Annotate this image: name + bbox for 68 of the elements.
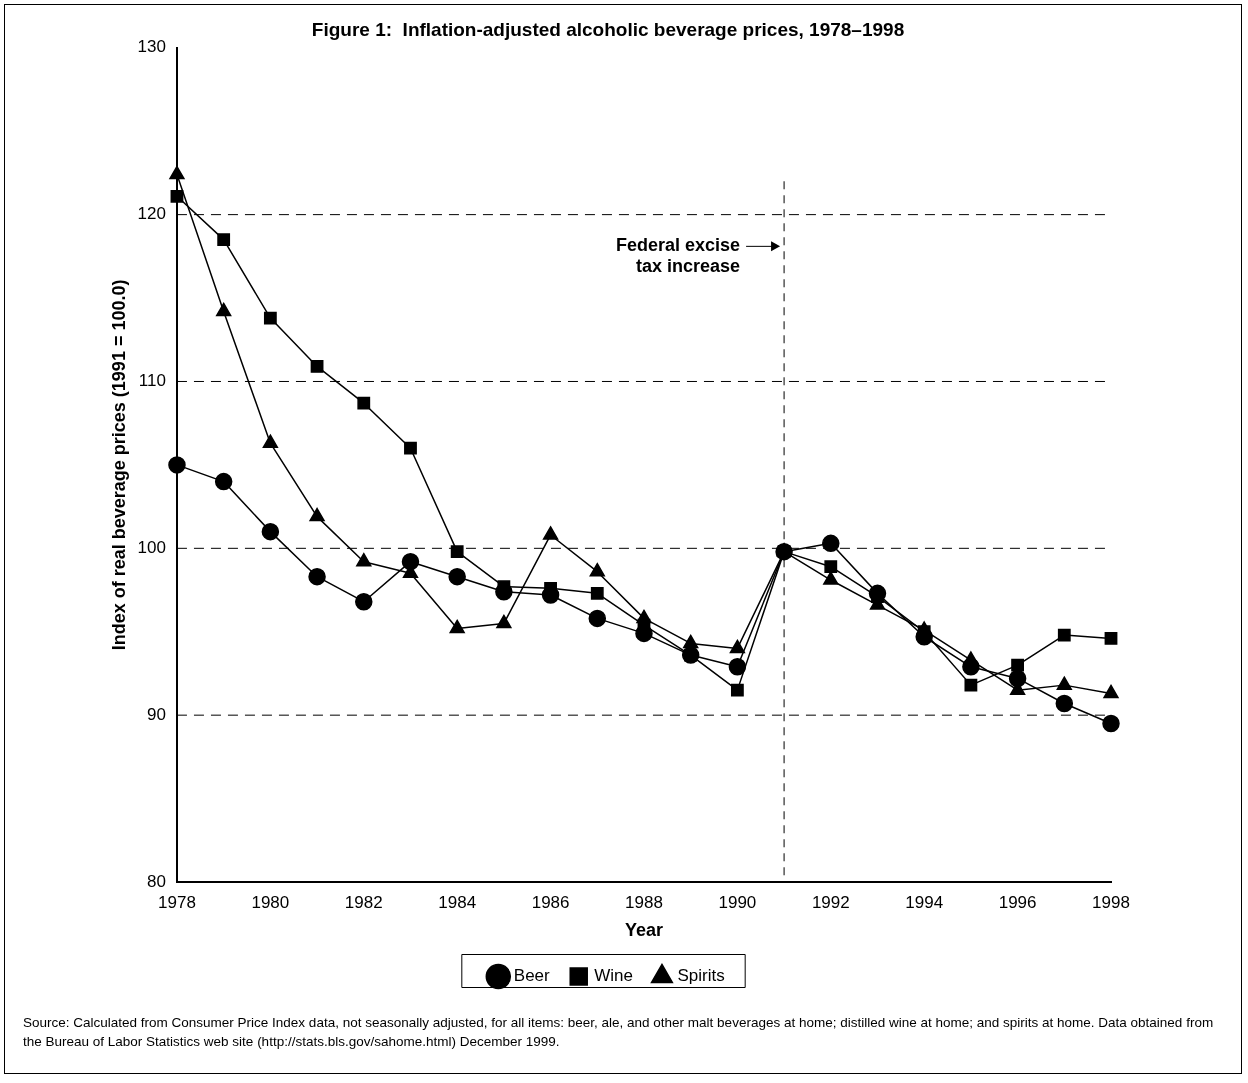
point [356,552,372,567]
point [1055,694,1074,713]
point [728,658,747,676]
y-tick-label: 130 [137,37,166,57]
point [309,507,325,522]
point [169,165,185,180]
y-axis-title: Index of real beverage prices (1991 = 100.0) [108,279,129,651]
point [729,639,746,654]
point [355,592,373,611]
point [962,658,980,676]
point [588,609,607,628]
point [404,441,417,455]
point [1103,684,1119,699]
point [1008,669,1027,688]
point [170,189,184,203]
x-axis-title: Year [624,920,664,941]
point [308,567,326,586]
chart-title: Figure 1: Inflation-adjusted alcoholic beverage prices, 1978–1998 [311,18,905,40]
y-tick-label: 120 [137,204,166,224]
point [217,233,231,247]
point [1102,714,1120,733]
point [1011,658,1024,672]
point [310,360,324,373]
point [214,472,233,491]
point [496,614,512,629]
point [168,456,186,474]
y-tick-label: 80 [147,871,166,891]
y-tick-label: 90 [147,704,166,724]
y-tick-label: 100 [137,538,166,558]
point [449,619,465,634]
point [263,311,277,325]
point [261,522,280,541]
x-tick-label: 1994 [905,892,944,912]
legend-label: Spirits [677,966,725,986]
point [683,634,699,649]
point [542,526,559,540]
legend-label: Beer [513,966,551,986]
point [589,562,605,577]
x-tick-label: 1990 [718,892,757,912]
point [823,571,839,585]
point [915,628,933,646]
point [964,678,978,692]
point [448,567,466,586]
point [215,302,232,317]
point [824,560,838,574]
point [1104,632,1118,645]
source-note: Source: Calculated from Consumer Price Index data, not seasonally adjusted, for all items: beer, ale, and other malt beverages at home; distilled wine at home; and spirits at home. Data obtained from the Bureau of Labor Statistics web site (http://stats.bls.gov/sahome.html) December 1999. [23,1014,1215,1051]
x-tick-label: 1996 [998,892,1037,912]
legend-label: Wine [594,966,633,986]
point [401,552,420,571]
ref-line-label: Federal excise tax increase [615,234,741,276]
point [1056,676,1072,690]
x-tick-label: 1998 [1092,892,1130,912]
point [262,434,279,448]
point [822,534,840,553]
x-tick-label: 1984 [438,892,477,912]
x-tick-label: 1980 [251,892,290,912]
x-tick-label: 1982 [344,892,383,912]
point [590,586,604,600]
point [450,545,464,559]
point [1057,628,1071,642]
x-tick-label: 1992 [811,892,850,912]
x-tick-label: 1978 [158,892,196,912]
x-tick-label: 1988 [625,892,663,912]
point [730,683,744,697]
y-tick-label: 110 [138,371,166,391]
point [357,396,371,410]
x-tick-label: 1986 [531,892,570,912]
